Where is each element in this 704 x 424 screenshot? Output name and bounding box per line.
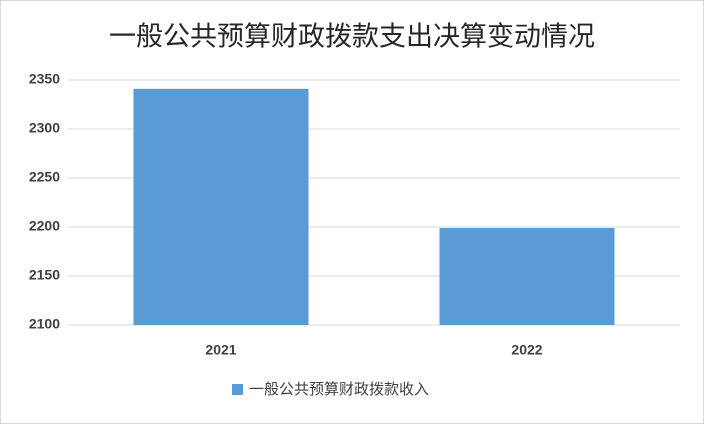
- bar: [439, 227, 615, 325]
- y-tick-label: 2300: [29, 120, 60, 136]
- x-tick-label: 2021: [205, 342, 236, 358]
- x-tick-label: 2022: [511, 342, 542, 358]
- bar: [133, 88, 309, 325]
- y-tick-label: 2200: [29, 218, 60, 234]
- y-tick-label: 2350: [29, 71, 60, 87]
- y-tick-label: 2150: [29, 267, 60, 283]
- chart-title: 一般公共预算财政拨款支出决算变动情况: [109, 22, 595, 53]
- legend-label: 一般公共预算财政拨款收入: [249, 380, 429, 398]
- y-tick-label: 2100: [29, 316, 60, 332]
- legend-swatch: [232, 384, 243, 395]
- y-tick-label: 2250: [29, 169, 60, 185]
